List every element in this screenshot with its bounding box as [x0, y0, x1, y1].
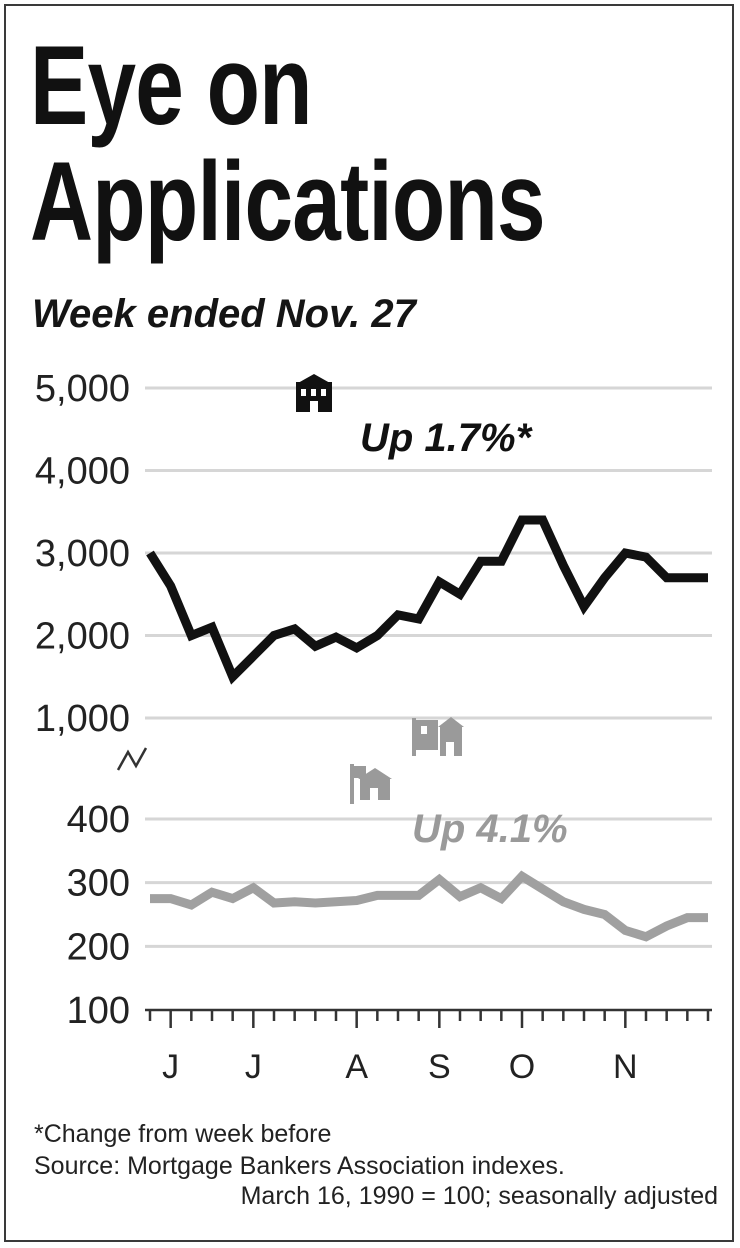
upper-y-tick-label: 4,000	[35, 451, 130, 493]
house-and-key-icon	[350, 764, 392, 804]
purchase-series	[149, 870, 709, 942]
house-with-arrows-icon	[296, 374, 332, 412]
lower-y-tick-label: 100	[67, 990, 130, 1032]
refinance-line	[146, 515, 708, 685]
chart-title: Eye on Applications	[30, 23, 546, 264]
lower-y-tick-label: 300	[67, 863, 130, 905]
refinance-series	[146, 515, 709, 685]
upper-y-tick-label: 2,000	[35, 616, 130, 658]
x-tick-label: N	[613, 1048, 638, 1086]
upper-y-tick-label: 3,000	[35, 533, 130, 575]
house-for-sale-icon	[412, 717, 464, 756]
refinance-change-annotation: Up 1.7%*	[360, 416, 534, 460]
axis-break-mark	[116, 747, 148, 771]
chart-subtitle: Week ended Nov. 27	[32, 292, 416, 336]
title-line-1: Eye on	[30, 23, 313, 148]
upper-y-tick-labels: 1,000 2,000 3,000 4,000 5,000	[35, 368, 130, 740]
x-tick-label: J	[245, 1048, 262, 1086]
purchase-line	[150, 870, 708, 942]
lower-y-tick-label: 200	[67, 926, 130, 968]
footnote-change: *Change from week before	[34, 1120, 332, 1148]
lower-y-tick-label: 400	[67, 799, 130, 841]
x-tick-label: A	[345, 1048, 368, 1086]
upper-gridlines	[145, 386, 712, 720]
title-line-2: Applications	[30, 139, 546, 264]
x-tick-label: S	[428, 1048, 451, 1086]
footnote-source: Source: Mortgage Bankers Association ind…	[34, 1152, 565, 1180]
footnote-base: March 16, 1990 = 100; seasonally adjuste…	[240, 1182, 718, 1210]
chart-frame	[4, 4, 734, 1242]
upper-y-tick-label: 5,000	[35, 368, 130, 410]
upper-y-tick-label: 1,000	[35, 698, 130, 740]
x-tick-label: J	[162, 1048, 179, 1086]
lower-y-tick-labels: 100 200 300 400	[67, 799, 130, 1032]
x-tick-label: O	[509, 1048, 535, 1086]
purchase-change-annotation: Up 4.1%	[412, 807, 568, 851]
